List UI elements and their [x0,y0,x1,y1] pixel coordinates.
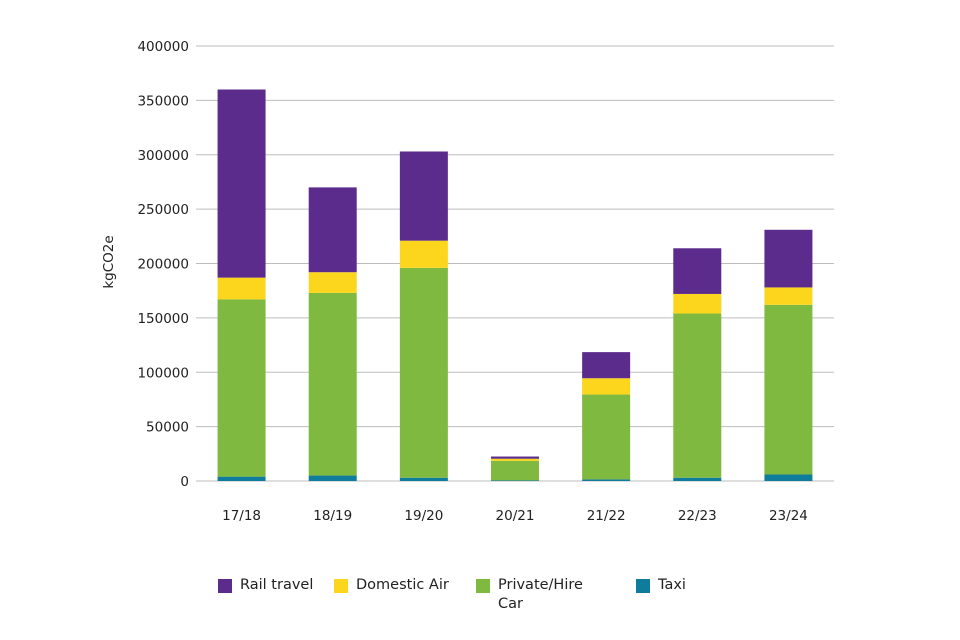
x-tick-label: 22/23 [678,508,717,524]
bar-private-hire-car-20-21 [491,460,539,481]
y-tick-label: 150000 [137,311,189,327]
x-tick-label: 23/24 [769,508,808,524]
legend: Rail travel Domestic Air Private/Hire Ca… [218,576,818,626]
bar-taxi-23-24 [764,474,813,481]
bar-rail-travel-17-18 [217,89,266,278]
bar-private-hire-car-19-20 [399,267,448,478]
bar-private-hire-car-21-22 [582,394,631,480]
grid-lines [196,45,834,482]
bar-taxi-21-22 [582,479,631,481]
legend-swatch-domestic-air [334,579,348,593]
x-tick-label: 20/21 [496,508,535,524]
bar-private-hire-car-22-23 [673,313,722,478]
bar-domestic-air-22-23 [673,293,722,314]
y-tick-label: 400000 [137,39,189,55]
bar-domestic-air-18-19 [308,272,357,293]
bar-taxi-20-21 [491,480,539,481]
legend-label-rail-travel: Rail travel [240,577,314,593]
bar-taxi-17-18 [217,476,266,481]
y-tick-label: 200000 [137,257,189,273]
x-tick-label: 17/18 [222,508,261,524]
bar-private-hire-car-18-19 [308,292,357,476]
bar-domestic-air-21-22 [582,378,631,395]
bar-domestic-air-23-24 [764,287,813,305]
bar-taxi-19-20 [399,477,448,481]
legend-label-taxi: Taxi [658,577,686,593]
y-tick-label: 0 [180,474,189,490]
bar-rail-travel-20-21 [491,456,539,459]
y-tick-label: 50000 [146,420,189,436]
bar-private-hire-car-17-18 [217,299,266,477]
legend-label-domestic-air: Domestic Air [356,577,449,593]
bar-rail-travel-19-20 [399,151,448,241]
legend-swatch-rail-travel [218,579,232,593]
y-tick-label: 100000 [137,365,189,381]
bar-domestic-air-20-21 [491,458,539,461]
x-tick-label: 19/20 [404,508,443,524]
bar-private-hire-car-23-24 [764,304,813,475]
y-axis-label: kgCO2e [101,235,117,288]
bar-domestic-air-17-18 [217,277,266,300]
bar-rail-travel-23-24 [764,229,813,288]
x-axis-ticks: 17/18 18/19 19/20 20/21 21/22 22/23 23/24 [222,508,808,524]
bar-rail-travel-22-23 [673,248,722,294]
bar-domestic-air-19-20 [399,240,448,268]
bar-taxi-22-23 [673,477,722,481]
y-tick-label: 350000 [137,93,189,109]
legend-swatch-taxi [636,579,650,593]
x-tick-label: 21/22 [587,508,626,524]
x-tick-label: 18/19 [313,508,352,524]
legend-swatch-private-hire-car [476,579,490,593]
y-tick-label: 300000 [137,148,189,164]
bar-rail-travel-18-19 [308,187,357,273]
bar-taxi-18-19 [308,475,357,481]
y-tick-label: 250000 [137,202,189,218]
bars [217,89,813,481]
bar-rail-travel-21-22 [582,352,631,379]
y-axis-ticks: 400000 350000 300000 250000 200000 150000 1000… [137,39,189,490]
legend-label-private-hire-car: Private/Hire Car [498,577,583,612]
